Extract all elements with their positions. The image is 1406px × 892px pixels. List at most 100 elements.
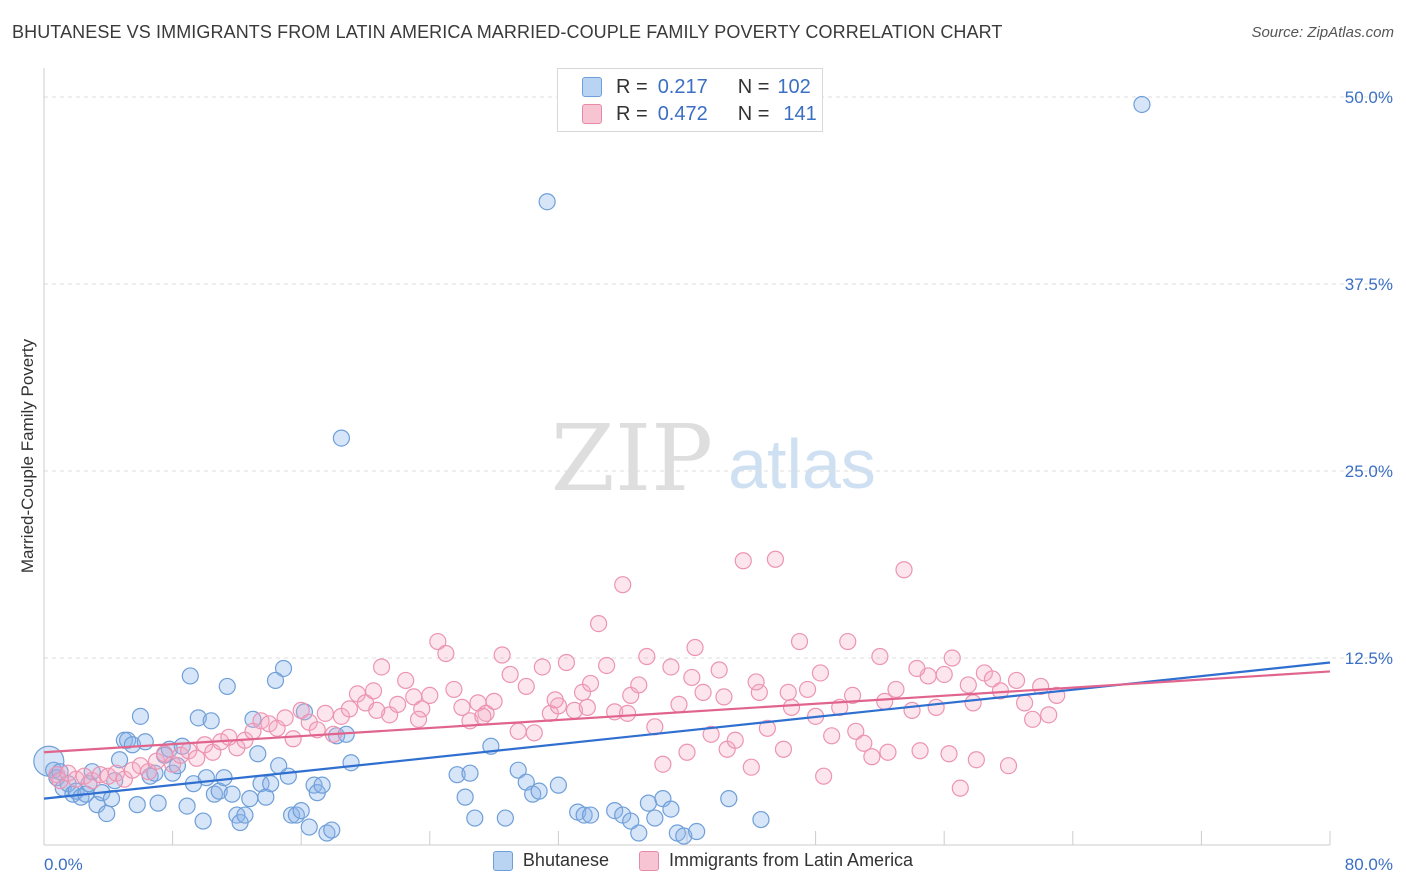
legend-item-bhutanese[interactable]: Bhutanese xyxy=(492,850,609,871)
legend-item-immigrants[interactable]: Immigrants from Latin America xyxy=(639,850,913,871)
immigrants-point xyxy=(839,632,857,651)
series-legend: Bhutanese Immigrants from Latin America xyxy=(0,850,1406,871)
bhutanese-point xyxy=(575,806,593,824)
immigrants-point xyxy=(670,695,688,713)
immigrants-point xyxy=(581,674,600,693)
blue-swatch xyxy=(582,77,602,97)
immigrants-point xyxy=(340,700,359,718)
immigrants-point xyxy=(876,692,894,710)
immigrants-point xyxy=(292,701,310,719)
bhutanese-point xyxy=(210,782,228,800)
x-tick-label: 0.0% xyxy=(44,855,83,874)
immigrants-point xyxy=(823,727,841,745)
bhutanese-point xyxy=(456,788,474,806)
immigrants-point xyxy=(662,658,680,676)
bhutanese-point xyxy=(218,677,236,696)
immigrants-point xyxy=(855,734,873,752)
immigrants-point xyxy=(683,668,701,687)
immigrants-point xyxy=(715,688,733,706)
immigrants-point xyxy=(686,638,704,657)
watermark-atlas: atlas xyxy=(728,425,876,503)
bhutanese-point xyxy=(205,785,223,803)
axes xyxy=(43,68,1331,846)
immigrants-point xyxy=(557,653,576,672)
immigrants-point xyxy=(967,751,985,769)
immigrants-point xyxy=(260,715,278,733)
watermark-zip: ZIP xyxy=(551,405,713,512)
immigrants-point xyxy=(474,707,492,725)
bhutanese-point xyxy=(448,766,466,784)
immigrants-point xyxy=(694,683,712,702)
immigrants-point xyxy=(1024,710,1042,728)
bhutanese-point xyxy=(110,751,129,769)
bhutanese-point xyxy=(241,790,259,808)
bhutanese-point xyxy=(123,736,142,754)
bhutanese-point xyxy=(332,429,350,447)
watermark: ZIP atlas xyxy=(551,405,876,512)
bhutanese-point xyxy=(461,764,479,782)
correlation-legend: R = 0.217 N = 102 R = 0.472 N = 141 xyxy=(557,68,823,132)
immigrants-point xyxy=(863,748,881,766)
y-tick-label: 25.0% xyxy=(1345,462,1393,481)
blue-swatch xyxy=(492,850,513,871)
immigrants-point xyxy=(747,673,765,691)
bhutanese-point xyxy=(279,767,297,785)
immigrants-point xyxy=(654,755,672,773)
immigrants-point xyxy=(316,704,334,722)
y-tick-label: 12.5% xyxy=(1345,649,1393,668)
source-label: Source: ZipAtlas.com xyxy=(1251,24,1394,41)
pink-swatch xyxy=(582,104,602,124)
bhutanese-point xyxy=(72,788,90,806)
legend-row-immigrants: R = 0.472 N = 141 xyxy=(582,102,817,126)
bhutanese-point xyxy=(466,809,484,827)
bhutanese-point xyxy=(262,775,280,793)
immigrants-point xyxy=(372,658,391,676)
bhutanese-point xyxy=(128,796,146,814)
pink-swatch xyxy=(639,850,659,871)
r-value: 0.217 xyxy=(657,75,708,98)
n-label: N = xyxy=(737,75,770,98)
immigrants-point xyxy=(811,664,830,682)
bhutanese-point xyxy=(178,797,196,815)
bhutanese-point xyxy=(318,824,336,842)
immigrants-point xyxy=(1015,694,1034,712)
immigrants-point xyxy=(779,683,797,702)
immigrants-point xyxy=(790,632,809,651)
bhutanese-point xyxy=(530,782,548,800)
immigrants-point xyxy=(397,671,415,690)
bhutanese-point xyxy=(313,776,331,794)
immigrants-point xyxy=(943,649,961,667)
r-value: 0.472 xyxy=(657,102,708,125)
grid-lines xyxy=(44,96,1386,659)
legend-row-bhutanese: R = 0.217 N = 102 xyxy=(582,75,811,99)
immigrants-point xyxy=(501,665,519,684)
bhutanese-point xyxy=(323,821,341,839)
bhutanese-point xyxy=(249,745,267,763)
immigrants-point xyxy=(911,742,929,760)
immigrants-point xyxy=(847,722,865,740)
bhutanese-point xyxy=(1133,95,1151,114)
bhutanese-point xyxy=(630,824,648,842)
bhutanese-point xyxy=(662,800,680,818)
immigrants-point xyxy=(509,722,527,740)
bhutanese-point xyxy=(549,776,568,794)
immigrants-point xyxy=(774,740,793,758)
r-label: R = xyxy=(616,75,648,98)
bhutanese-point xyxy=(538,193,556,211)
immigrants-point xyxy=(1007,671,1026,690)
immigrants-point xyxy=(445,680,463,699)
immigrants-point xyxy=(766,550,785,568)
series-immigrants-latin-america xyxy=(48,550,1066,797)
bhutanese-point xyxy=(98,804,116,823)
immigrants-point xyxy=(903,701,921,719)
bhutanese-point xyxy=(223,785,241,803)
immigrants-point xyxy=(710,661,728,679)
immigrants-point xyxy=(871,647,889,666)
immigrants-point xyxy=(935,665,953,684)
bhutanese-point xyxy=(622,812,640,830)
bhutanese-point xyxy=(136,733,154,751)
bhutanese-point xyxy=(257,788,275,806)
immigrants-point xyxy=(726,731,744,749)
immigrants-point xyxy=(887,680,905,699)
n-value: 102 xyxy=(777,75,811,98)
